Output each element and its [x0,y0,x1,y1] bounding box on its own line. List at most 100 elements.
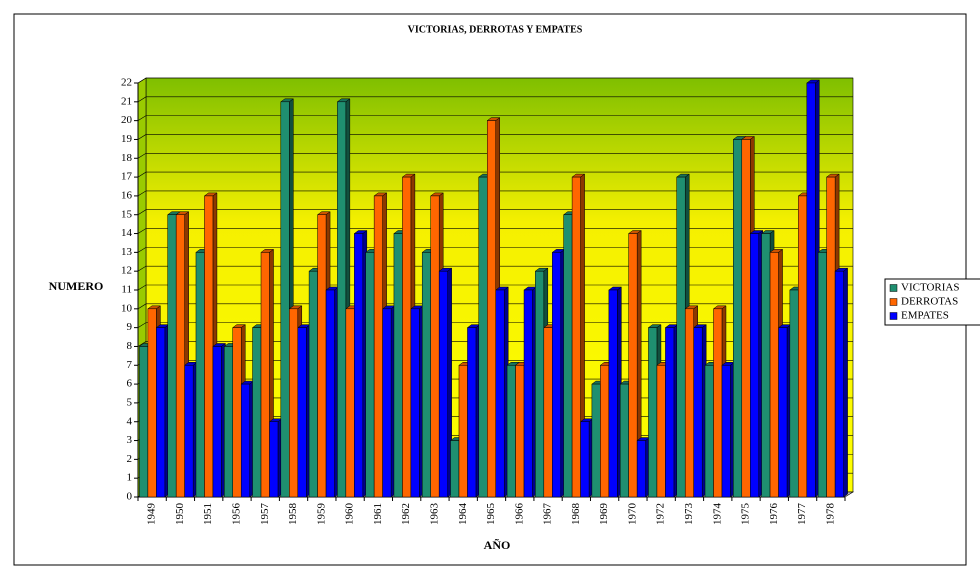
bar-front [834,270,844,498]
bar [297,324,312,498]
x-tick-label: 1969 [598,503,610,526]
x-tick-label: 1973 [683,503,695,526]
bar-front [402,176,412,498]
bar-front [676,176,686,498]
bar [183,361,198,498]
bar-front [297,327,307,498]
bar-front [684,308,694,498]
bar-front [515,365,525,498]
x-tick-label: 1962 [400,503,412,525]
bar [155,324,170,498]
bar-front [373,195,383,498]
legend-label: VICTORIAS [901,282,959,294]
x-tick-label: 1950 [174,503,186,526]
x-tick-label: 1965 [485,503,497,526]
bar-front [430,195,440,498]
bar-front [308,270,318,498]
bar-front [458,365,468,498]
bar [749,230,764,498]
bar [627,230,642,498]
bar-front [543,327,553,498]
grid-line [137,134,853,140]
bar [721,361,736,498]
bar-front [337,101,347,498]
x-tick-label: 1972 [655,503,667,525]
x-tick-label: 1970 [626,503,638,526]
grid-line [137,96,853,103]
bar-front [175,214,185,498]
y-tick-label: 1 [127,472,133,484]
bar-front [240,383,250,498]
y-tick-label: 6 [127,378,133,390]
x-tick-label: 1958 [287,503,299,526]
bar-front [478,176,488,498]
bar-front [269,421,279,498]
bar-front [325,289,335,498]
x-tick-label: 1976 [768,503,780,526]
grid-line [137,265,853,272]
bar-front [591,383,601,498]
bar-front [713,308,723,498]
bar [438,267,453,498]
legend-label: DERROTAS [901,296,958,308]
bar-front [826,176,836,498]
y-tick-label: 5 [127,396,133,408]
bar-front [733,139,743,498]
grid-line [137,190,853,197]
y-tick-label: 8 [127,340,133,352]
bar [551,248,566,498]
bar [466,324,481,498]
bar-front [571,176,581,498]
bar-front [721,365,731,498]
y-tick-label: 9 [127,321,133,333]
bar-front [450,440,460,498]
y-tick-label: 21 [121,95,132,107]
legend-swatch [889,284,898,292]
bar [353,230,368,498]
y-tick-label: 15 [121,208,133,220]
bar [494,286,509,498]
bar [806,79,821,498]
bar-front [280,101,290,498]
x-tick-label: 1967 [542,503,554,526]
bar-front [382,308,392,498]
bar-front [438,270,448,498]
bar-front [798,195,808,498]
x-tick-label: 1949 [146,503,158,526]
x-tick-label: 1966 [513,503,525,526]
legend-label: EMPATES [901,310,949,322]
bar-front [421,252,431,498]
y-tick-label: 2 [127,453,133,465]
x-tick-label: 1960 [344,503,356,526]
bar-front [656,365,666,498]
bar-front [628,233,638,498]
bar [664,324,679,498]
bar [240,380,255,498]
grid-line [137,247,853,253]
bar-front [619,383,629,498]
grid-line [137,228,853,234]
y-tick-label: 0 [127,491,133,503]
y-tick-label: 4 [127,415,133,427]
bar-side [843,267,848,498]
y-tick-label: 11 [121,284,132,296]
bar [692,324,707,498]
bar-front [156,327,166,498]
bar [268,418,283,498]
y-tick-label: 22 [121,77,132,89]
x-tick-label: 1974 [711,503,723,526]
y-tick-label: 13 [121,246,133,258]
bar-front [365,252,375,498]
bar-front [523,289,533,498]
bar-front [195,252,205,498]
bar [777,324,792,498]
legend-box [884,278,980,326]
bar-front [212,346,222,498]
bar-front [636,440,646,498]
y-axis-label: NUMERO [49,279,104,293]
bar-front [495,289,505,498]
legend-swatch [889,312,898,320]
bar-front [580,421,590,498]
x-tick-label: 1959 [315,503,327,526]
bar-front [535,270,545,498]
